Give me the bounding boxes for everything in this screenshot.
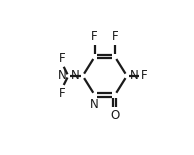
- Text: F: F: [59, 87, 66, 100]
- Text: F: F: [59, 52, 66, 64]
- Text: F: F: [112, 30, 118, 43]
- Text: N: N: [130, 69, 139, 82]
- Text: N: N: [58, 69, 67, 82]
- Text: N: N: [90, 98, 99, 111]
- Text: N: N: [71, 69, 80, 82]
- Text: F: F: [91, 30, 98, 43]
- Text: O: O: [110, 109, 120, 122]
- Text: F: F: [141, 69, 148, 82]
